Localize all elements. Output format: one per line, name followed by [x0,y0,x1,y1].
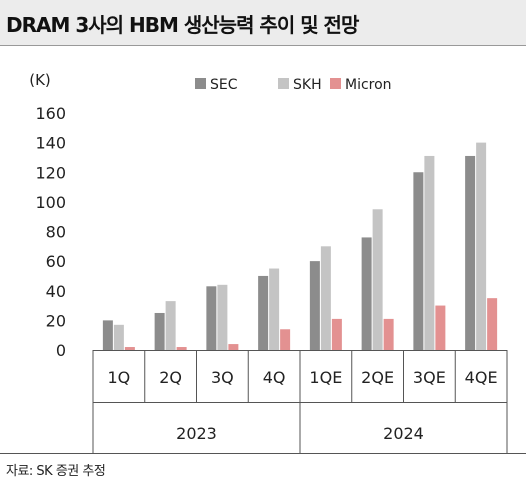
bar [124,347,135,350]
x-tick-label: 4QE [465,368,498,387]
unit-label: (K) [29,71,51,89]
bar [424,155,435,350]
y-tick-label: 140 [35,134,66,153]
bar [487,298,498,350]
bar [269,268,280,350]
y-tick-label: 100 [35,193,66,212]
bar [465,155,476,350]
year-label: 2023 [176,424,217,443]
bar [165,301,176,350]
bar [413,172,424,350]
y-tick-label: 120 [35,163,66,182]
bar [217,284,228,350]
bar [206,286,217,350]
bar [331,318,342,350]
x-tick-label: 2Q [159,368,182,387]
x-tick-label: 1QE [309,368,342,387]
y-tick-label: 40 [46,282,66,301]
legend-label: SEC [210,77,238,93]
legend-swatch [195,78,206,89]
bar [361,237,372,350]
x-tick-label: 1Q [107,368,130,387]
hbm-capacity-chart: (K) 0 20 40 60 80 100 120 140 160 SEC SKH Micron 1Q 2Q… [0,71,526,454]
source-note: 자료: SK 증권 추정 [6,464,106,479]
bar [435,305,446,350]
x-tick-label: 4Q [263,368,286,387]
bar [372,209,383,350]
y-tick-label: 60 [46,252,66,271]
bar [176,347,187,350]
bar [102,320,113,350]
title-bar: DRAM 3사의 HBM 생산능력 추이 및 전망 [0,0,526,46]
x-tick-label: 3QE [413,368,446,387]
bar [280,329,291,350]
bar [309,261,320,350]
bar [476,142,487,350]
legend-swatch [278,78,289,89]
y-tick-label: 20 [46,311,66,330]
bar [228,344,239,350]
x-tick-label: 2QE [361,368,394,387]
legend-label: Micron [345,77,392,93]
chart-title: DRAM 3사의 HBM 생산능력 추이 및 전망 [6,13,359,37]
year-label: 2024 [383,424,424,443]
bar [383,318,394,350]
y-tick-label: 0 [56,341,66,360]
y-tick-label: 160 [35,104,66,123]
bar [113,324,124,350]
legend-swatch [330,78,341,89]
bar [258,275,269,350]
bar [154,312,165,350]
legend-label: SKH [293,77,322,93]
bar [320,246,331,350]
x-tick-label: 3Q [211,368,234,387]
y-tick-label: 80 [46,223,66,242]
